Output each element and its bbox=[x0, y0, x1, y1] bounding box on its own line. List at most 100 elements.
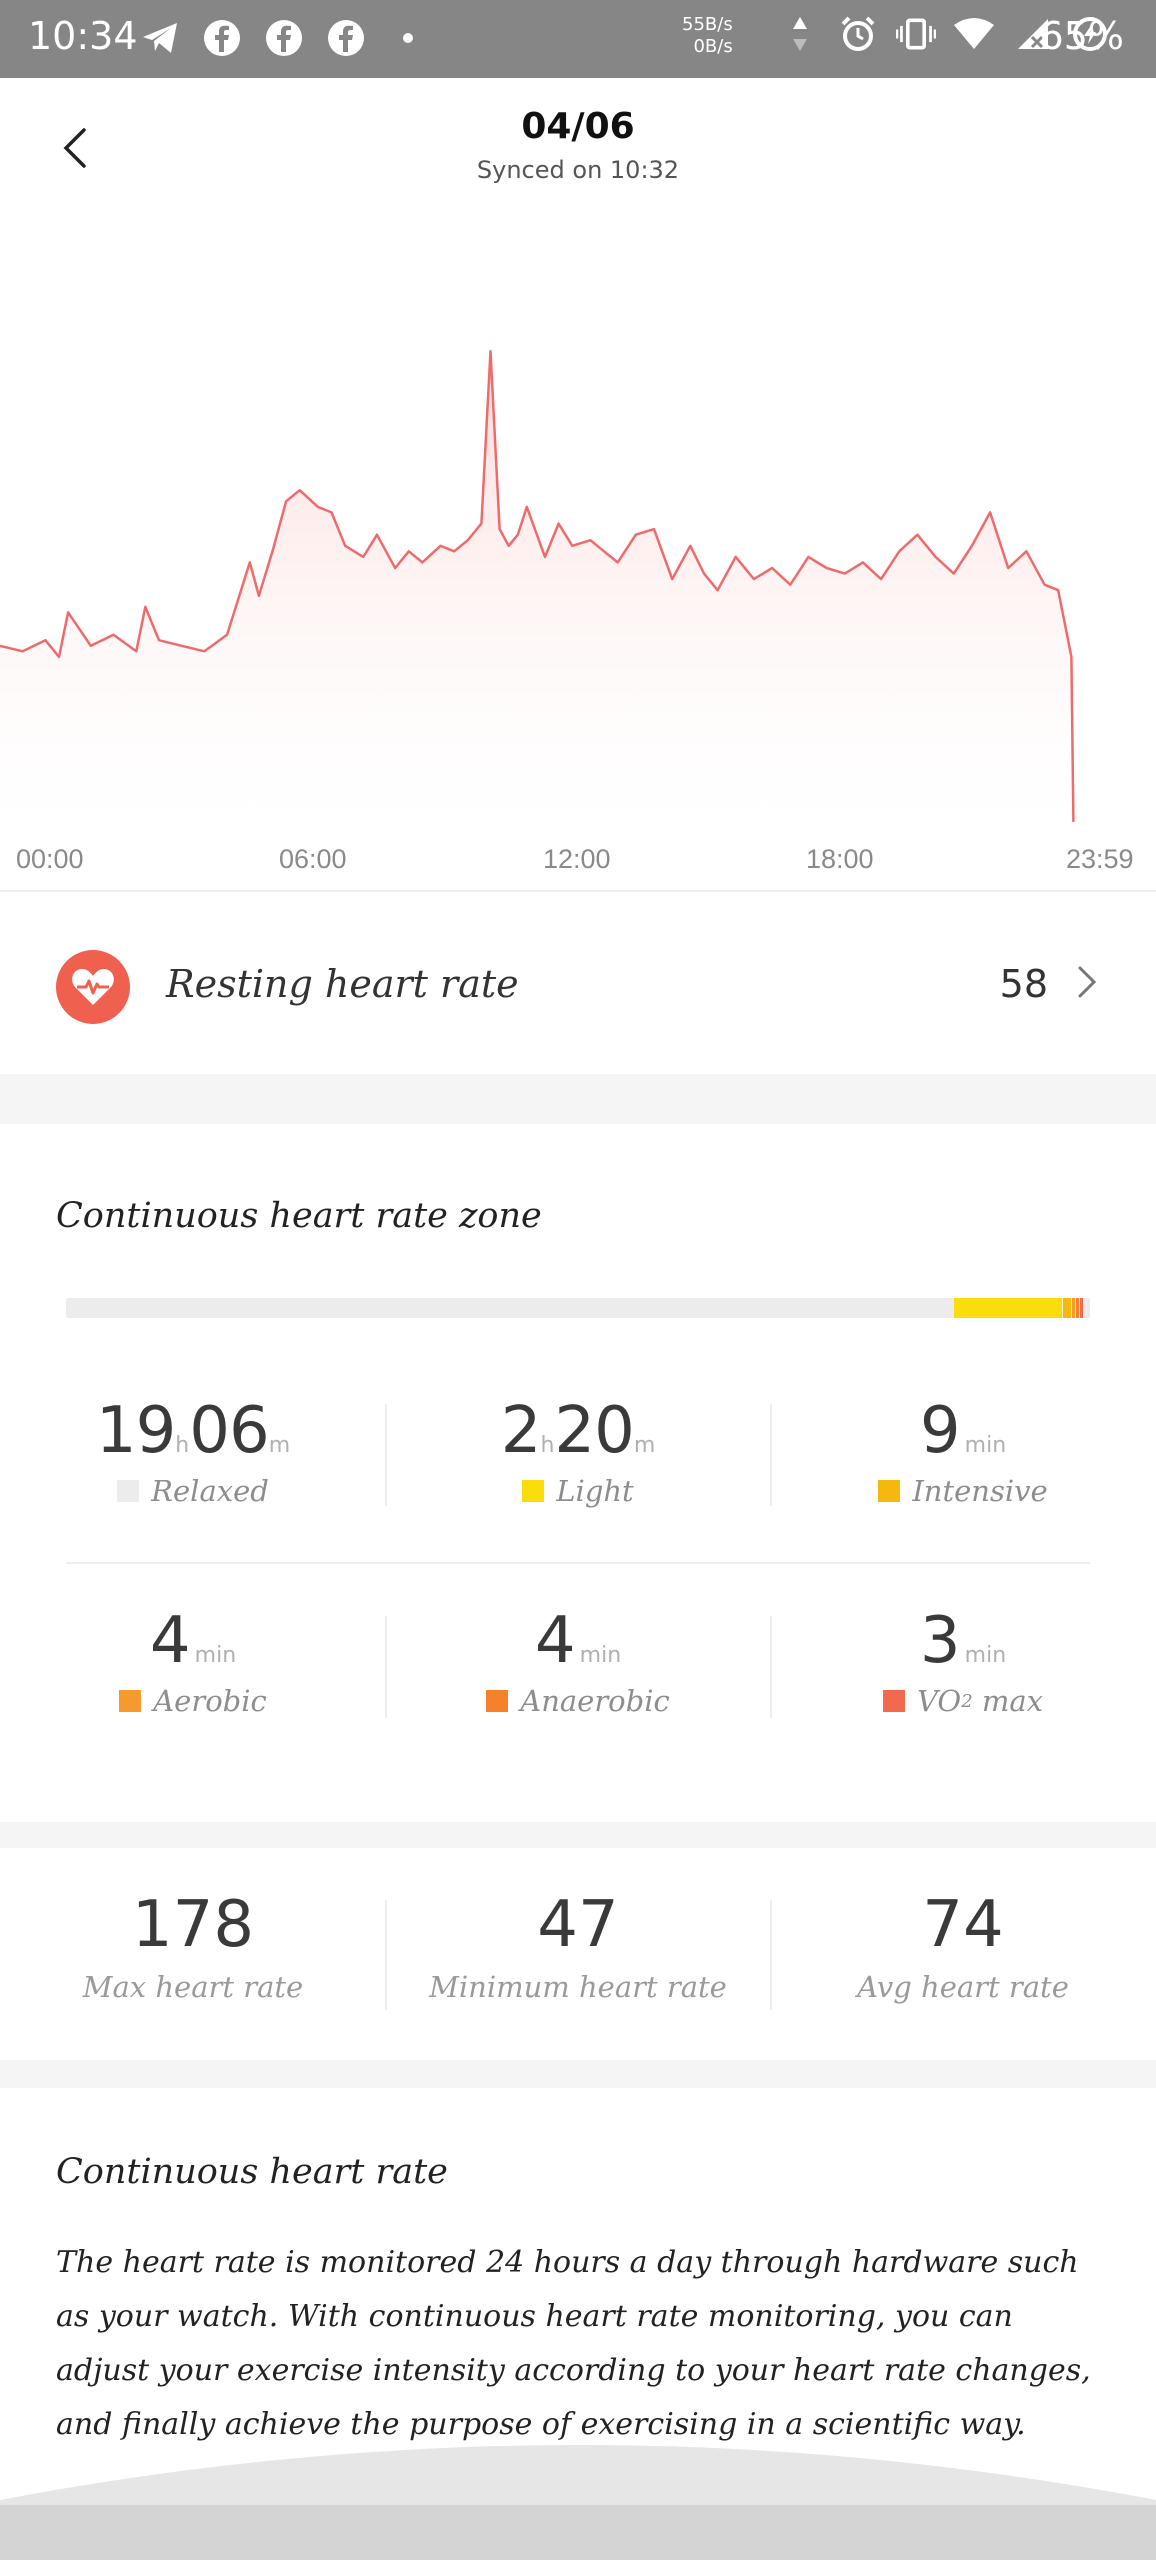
unit-min: min bbox=[194, 1643, 237, 1668]
min-hr-value: 47 bbox=[537, 1888, 619, 1962]
x-tick-label: 12:00 bbox=[543, 844, 611, 874]
zone-bar-light bbox=[953, 1298, 1063, 1318]
x-tick-label: 00:00 bbox=[16, 844, 84, 874]
divider bbox=[770, 1404, 772, 1506]
heart-rate-svg bbox=[0, 350, 1075, 824]
section-gap bbox=[0, 1074, 1156, 1124]
zone-anaerobic: 4 min Anaerobic bbox=[385, 1604, 771, 1718]
max-hr-value: 178 bbox=[131, 1888, 255, 1962]
battery-saver-icon bbox=[1070, 14, 1110, 54]
sync-status: Synced on 10:32 bbox=[476, 156, 680, 184]
zone-distribution-bar bbox=[66, 1298, 1090, 1318]
min-heart-rate: 47 Minimum heart rate bbox=[385, 1888, 771, 2004]
aerobic-swatch bbox=[119, 1690, 142, 1712]
relaxed-minutes: 06 bbox=[189, 1394, 269, 1468]
aerobic-label: Aerobic bbox=[153, 1684, 267, 1718]
divider bbox=[385, 1616, 387, 1718]
vo2max-label-tail: max bbox=[972, 1684, 1044, 1718]
heart-icon bbox=[56, 950, 130, 1024]
resting-heart-rate-row[interactable]: Resting heart rate 58 bbox=[0, 900, 1156, 1070]
unit-h: h bbox=[540, 1433, 555, 1458]
aerobic-value: 4 bbox=[149, 1604, 191, 1678]
facebook-icon bbox=[264, 18, 304, 58]
divider bbox=[0, 890, 1156, 892]
telegram-icon bbox=[140, 18, 180, 58]
unit-min: min bbox=[579, 1643, 622, 1668]
divider bbox=[66, 1562, 1090, 1564]
dot-icon bbox=[388, 18, 428, 58]
relaxed-label: Relaxed bbox=[151, 1474, 269, 1508]
x-tick-label: 18:00 bbox=[806, 844, 874, 874]
max-hr-label: Max heart rate bbox=[82, 1970, 304, 2004]
net-down: 0B/s bbox=[693, 36, 733, 57]
zone-light: 2h20m Light bbox=[385, 1394, 771, 1508]
info-body: The heart rate is monitored 24 hours a d… bbox=[56, 2245, 1091, 2442]
light-minutes: 20 bbox=[554, 1394, 634, 1468]
zone-vo2max: 3 min VO 2 max bbox=[770, 1604, 1156, 1718]
status-bar: 10:34 55B/s 0B/s bbox=[0, 0, 1156, 78]
section-gap bbox=[0, 2060, 1156, 2088]
light-label: Light bbox=[556, 1474, 634, 1508]
relaxed-hours: 19 bbox=[95, 1394, 176, 1468]
zone-aerobic: 4 min Aerobic bbox=[0, 1604, 386, 1718]
avg-hr-label: Avg heart rate bbox=[857, 1970, 1069, 2004]
zone-section-title: Continuous heart rate zone bbox=[56, 1196, 542, 1236]
heart-rate-area bbox=[0, 351, 1074, 824]
unit-min: min bbox=[964, 1433, 1007, 1458]
max-heart-rate: 178 Max heart rate bbox=[0, 1888, 386, 2004]
bottom-decoration bbox=[0, 2410, 1156, 2560]
zone-bar-intensive bbox=[1063, 1298, 1071, 1318]
zone-bar-vo2max bbox=[1079, 1298, 1083, 1318]
net-up: 55B/s bbox=[682, 14, 733, 35]
alarm-icon bbox=[838, 14, 878, 54]
intensive-swatch bbox=[878, 1480, 901, 1502]
intensive-label: Intensive bbox=[912, 1474, 1048, 1508]
heart-rate-chart[interactable]: 00:00 06:00 12:00 18:00 23:59 bbox=[0, 208, 1156, 888]
vo2max-label: VO bbox=[916, 1684, 962, 1718]
min-hr-label: Minimum heart rate bbox=[429, 1970, 727, 2004]
heart-rate-line bbox=[0, 350, 1075, 823]
section-gap bbox=[0, 1822, 1156, 1848]
status-time: 10:34 bbox=[28, 14, 138, 58]
light-hours: 2 bbox=[500, 1394, 542, 1468]
divider bbox=[770, 1616, 772, 1718]
unit-m: m bbox=[633, 1433, 656, 1458]
resting-label: Resting heart rate bbox=[166, 962, 519, 1006]
battery-percent: 65% bbox=[1039, 14, 1124, 58]
divider bbox=[385, 1900, 387, 2010]
x-tick-label: 06:00 bbox=[279, 844, 347, 874]
divider bbox=[385, 1404, 387, 1506]
facebook-icon bbox=[202, 18, 242, 58]
intensive-value: 9 bbox=[919, 1394, 961, 1468]
page-header: 04/06 Synced on 10:32 bbox=[0, 78, 1156, 208]
unit-min: min bbox=[964, 1643, 1007, 1668]
avg-hr-value: 74 bbox=[922, 1888, 1004, 1962]
zone-intensive: 9 min Intensive bbox=[770, 1394, 1156, 1508]
page-title: 04/06 bbox=[521, 106, 635, 147]
chevron-right-icon bbox=[1078, 966, 1097, 998]
system-icons bbox=[780, 14, 1110, 54]
unit-m: m bbox=[268, 1433, 291, 1458]
zone-relaxed: 19h06m Relaxed bbox=[0, 1394, 386, 1508]
anaerobic-value: 4 bbox=[534, 1604, 576, 1678]
resting-value: 58 bbox=[999, 962, 1048, 1006]
light-swatch bbox=[522, 1480, 545, 1502]
info-title: Continuous heart rate bbox=[56, 2152, 448, 2192]
unit-h: h bbox=[175, 1433, 190, 1458]
facebook-icon bbox=[326, 18, 366, 58]
network-speed: 55B/s 0B/s bbox=[682, 14, 733, 58]
vo2max-subscript: 2 bbox=[961, 1690, 973, 1712]
x-tick-label: 23:59 bbox=[1066, 844, 1134, 874]
anaerobic-label: Anaerobic bbox=[520, 1684, 670, 1718]
updown-arrow-icon bbox=[780, 14, 820, 54]
vo2max-swatch bbox=[882, 1690, 905, 1712]
chevron-left-icon bbox=[63, 128, 86, 168]
back-button[interactable] bbox=[50, 118, 100, 178]
zone-bar-anaerobic bbox=[1075, 1298, 1079, 1318]
avg-heart-rate: 74 Avg heart rate bbox=[770, 1888, 1156, 2004]
vibrate-icon bbox=[896, 14, 936, 54]
signal-icon bbox=[1012, 14, 1052, 54]
wifi-icon bbox=[954, 14, 994, 54]
anaerobic-swatch bbox=[486, 1690, 509, 1712]
notification-icons bbox=[140, 18, 428, 58]
